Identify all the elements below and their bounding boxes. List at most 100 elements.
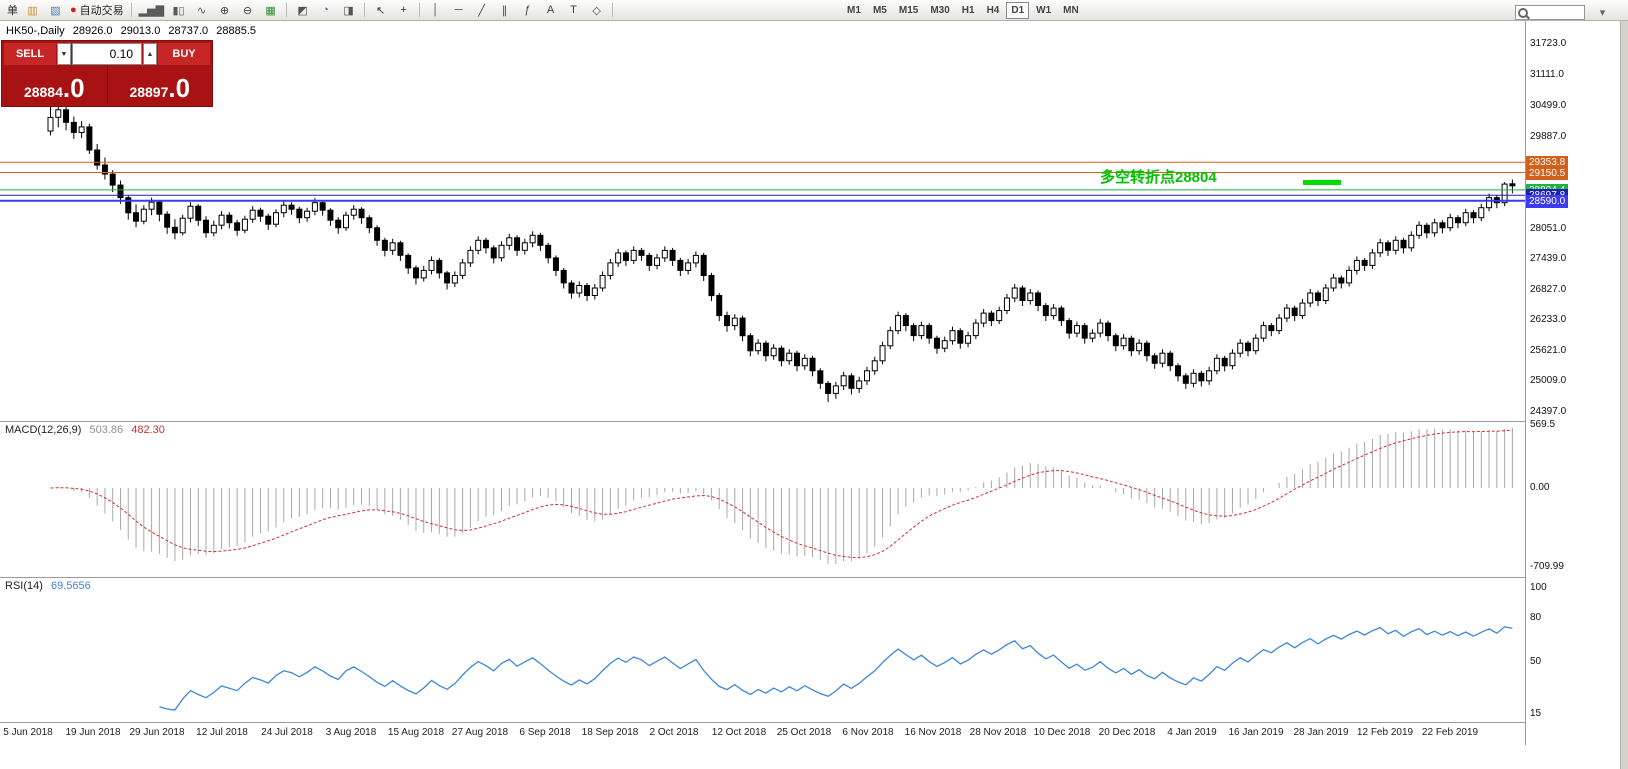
- candle-up: [1431, 222, 1438, 234]
- text-icon[interactable]: A: [546, 4, 555, 16]
- price-chart[interactable]: [0, 21, 1525, 421]
- candle-up: [350, 208, 357, 216]
- candle-up: [179, 217, 186, 234]
- equidistant-channel-icon[interactable]: ∥: [501, 4, 508, 17]
- timeframe-h1[interactable]: H1: [961, 4, 975, 16]
- candle-up: [389, 242, 396, 251]
- period-clock-icon[interactable]: ◔: [322, 4, 329, 16]
- volume-down-button[interactable]: ▼: [57, 43, 71, 65]
- candle-up: [1206, 370, 1213, 382]
- candle-down: [366, 217, 373, 229]
- candle-up: [895, 315, 902, 332]
- candle-up: [1299, 302, 1306, 317]
- volume-up-button[interactable]: ▲: [143, 43, 157, 65]
- rsi-separator[interactable]: [0, 577, 1628, 578]
- candle-down: [1245, 342, 1252, 352]
- macd-axis-label: 0.00: [1530, 482, 1550, 493]
- candle-up: [661, 249, 668, 259]
- cursor-icon[interactable]: ↖: [375, 4, 386, 17]
- vertical-line-icon[interactable]: │: [432, 4, 439, 16]
- candlestick-chart-icon[interactable]: ▮▯: [172, 4, 185, 17]
- macd-main-value: 503.86: [89, 424, 124, 436]
- menu-text[interactable]: 单: [7, 5, 18, 17]
- crosshair-icon[interactable]: +: [400, 4, 407, 16]
- annotation-text[interactable]: 多空转折点28804: [1100, 169, 1217, 186]
- annotation-green-bar[interactable]: [1303, 180, 1341, 185]
- timeframe-m30[interactable]: M30: [930, 4, 950, 16]
- candle-up: [187, 205, 194, 219]
- candle-down: [156, 201, 163, 215]
- shapes-icon[interactable]: ◇: [592, 4, 601, 17]
- rsi-chart[interactable]: [0, 578, 1525, 722]
- zoom-out-icon[interactable]: ⊖: [242, 4, 253, 17]
- candle-up: [1416, 224, 1423, 236]
- timeframe-m1[interactable]: M1: [847, 4, 861, 16]
- time-axis[interactable]: 5 Jun 2018 19 Jun 2018 29 Jun 2018 12 Jul 2…: [0, 723, 1525, 745]
- buy-price[interactable]: 28897 .0: [108, 65, 213, 104]
- chart-template-icon[interactable]: ◨: [343, 4, 354, 17]
- line-chart-icon[interactable]: ∿: [196, 4, 207, 17]
- date-label: 12 Feb 2019: [1356, 727, 1414, 738]
- price-tick-label: 31111.0: [1530, 69, 1564, 80]
- trendline-icon[interactable]: ╱: [478, 4, 485, 17]
- timeframe-w1[interactable]: W1: [1036, 4, 1052, 16]
- candle-down: [1384, 242, 1391, 251]
- price-tick-label: 25009.0: [1530, 375, 1567, 386]
- candle-down: [817, 370, 824, 384]
- candle-up: [428, 259, 435, 271]
- toolbar-separator: [364, 3, 366, 17]
- navigator-icon[interactable]: ▧: [50, 4, 61, 17]
- volume-input[interactable]: 0.10: [72, 43, 142, 65]
- candle-up: [1011, 287, 1018, 299]
- tile-windows-icon[interactable]: ▦: [265, 4, 276, 17]
- new-chart-icon[interactable]: ◩: [297, 4, 308, 17]
- candle-down: [358, 208, 365, 219]
- text-label-icon[interactable]: T: [570, 4, 577, 16]
- price-tick-label: 30499.0: [1530, 100, 1567, 111]
- sell-button[interactable]: SELL: [4, 43, 56, 65]
- zoom-in-icon[interactable]: ⊕: [219, 4, 230, 17]
- macd-separator[interactable]: [0, 421, 1628, 422]
- fibonacci-icon[interactable]: ƒ: [524, 4, 531, 16]
- timeframe-m5[interactable]: M5: [872, 4, 887, 16]
- candle-up: [1486, 197, 1493, 209]
- candle-down: [1361, 259, 1368, 266]
- candle-up: [467, 249, 474, 264]
- market-watch-icon[interactable]: ▥: [27, 4, 38, 17]
- candle-up: [1050, 307, 1057, 317]
- candle-down: [381, 239, 388, 251]
- favorites-icon[interactable]: ▾: [1599, 7, 1606, 19]
- candle-down: [622, 252, 629, 261]
- candle-up: [506, 237, 513, 246]
- candle-down: [1019, 287, 1026, 301]
- panel-divider: [106, 65, 108, 104]
- candle-up: [1237, 342, 1244, 354]
- candle-down: [405, 254, 412, 269]
- timeframe-d1[interactable]: D1: [1006, 1, 1030, 19]
- autotrading-button[interactable]: ● 自动交易: [70, 4, 124, 17]
- candle-down: [716, 295, 723, 317]
- price-level-tag: 29353.8: [1526, 156, 1569, 169]
- timeframe-h4[interactable]: H4: [986, 4, 1000, 16]
- price-axis[interactable]: 31723.0 31111.0 30499.0 29887.0 28051.0 27439…: [1526, 21, 1620, 745]
- macd-chart[interactable]: [0, 422, 1525, 577]
- candle-down: [848, 375, 855, 389]
- candle-up: [311, 202, 318, 212]
- candle-up: [965, 335, 972, 344]
- candle-up: [1322, 287, 1329, 301]
- macd-signal-line: [50, 429, 1513, 559]
- candle-down: [809, 357, 816, 372]
- candle-down: [646, 254, 653, 266]
- search-input[interactable]: [1515, 5, 1585, 20]
- candle-down: [537, 234, 544, 246]
- date-label: 6 Nov 2018: [842, 727, 894, 738]
- candle-down: [319, 202, 326, 211]
- timeframe-mn[interactable]: MN: [1063, 4, 1079, 16]
- buy-button[interactable]: BUY: [158, 43, 210, 65]
- horizontal-line-icon[interactable]: ─: [454, 4, 463, 16]
- sell-price[interactable]: 28884 .0: [2, 65, 107, 104]
- timeframe-m15[interactable]: M15: [898, 4, 919, 16]
- candle-up: [840, 375, 847, 387]
- bar-chart-icon[interactable]: ▂▅▇: [138, 4, 165, 17]
